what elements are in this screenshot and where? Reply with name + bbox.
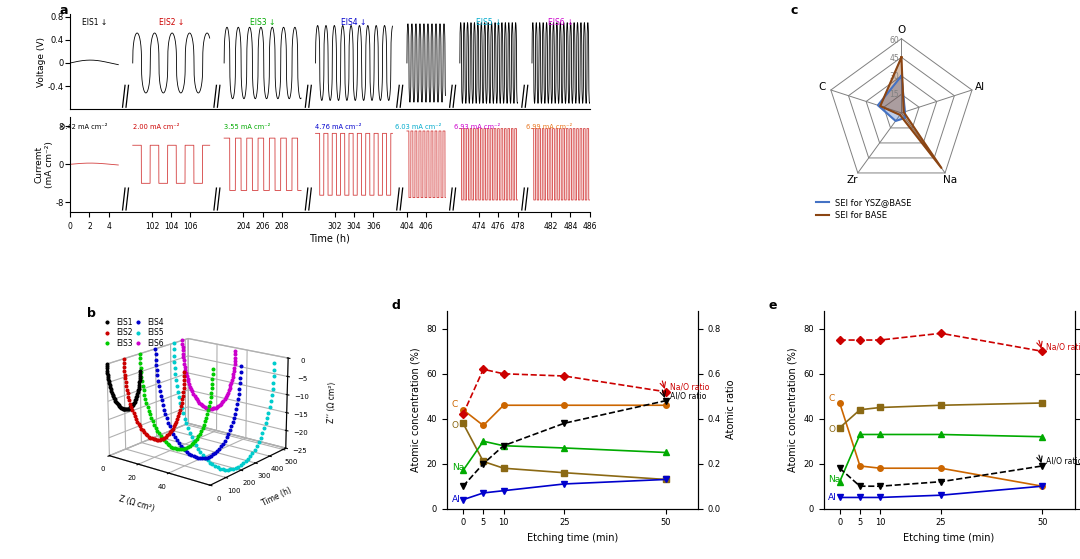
Text: EIS3 ↓: EIS3 ↓: [249, 18, 275, 27]
Text: EIS5 ↓: EIS5 ↓: [476, 18, 501, 27]
Text: EIS1 ↓: EIS1 ↓: [82, 18, 107, 27]
Polygon shape: [866, 76, 936, 143]
Text: O: O: [897, 25, 905, 35]
Text: 6.93 mA cm⁻²: 6.93 mA cm⁻²: [454, 124, 500, 130]
Text: Al/O ratio: Al/O ratio: [670, 391, 706, 400]
Text: 15: 15: [889, 90, 899, 100]
Text: O: O: [828, 425, 835, 434]
Text: 3.55 mA cm⁻²: 3.55 mA cm⁻²: [224, 124, 270, 130]
Text: EIS4 ↓: EIS4 ↓: [341, 18, 367, 27]
Text: Na: Na: [943, 175, 957, 185]
Text: 30: 30: [889, 72, 899, 81]
Y-axis label: Time (h): Time (h): [260, 486, 293, 508]
Text: c: c: [791, 4, 797, 17]
Text: Na: Na: [451, 463, 464, 472]
Legend: SEI for YSZ@BASE, SEI for BASE: SEI for YSZ@BASE, SEI for BASE: [813, 195, 915, 224]
Polygon shape: [878, 76, 905, 121]
Text: Zr: Zr: [847, 175, 859, 185]
Text: 6.99 mA cm⁻²: 6.99 mA cm⁻²: [526, 124, 572, 130]
Text: e: e: [768, 299, 777, 312]
Text: O: O: [451, 421, 459, 430]
Text: 0.42 mA cm⁻²: 0.42 mA cm⁻²: [62, 124, 108, 130]
Text: Al/O ratio: Al/O ratio: [1047, 457, 1080, 466]
Text: a: a: [59, 4, 68, 17]
Polygon shape: [831, 39, 972, 173]
Y-axis label: Voltage (V): Voltage (V): [38, 36, 46, 87]
Y-axis label: Curremt
(mA cm⁻²): Curremt (mA cm⁻²): [35, 141, 54, 188]
Y-axis label: Atomic ratio: Atomic ratio: [727, 380, 737, 439]
Text: 2.00 mA cm⁻²: 2.00 mA cm⁻²: [133, 124, 179, 130]
Text: Al: Al: [975, 82, 986, 92]
Text: C: C: [828, 394, 835, 402]
Text: Al: Al: [828, 492, 837, 501]
X-axis label: Etching time (min): Etching time (min): [904, 533, 995, 543]
Y-axis label: Atomic concentration (%): Atomic concentration (%): [411, 348, 421, 472]
Text: Na/O ratio: Na/O ratio: [670, 382, 708, 391]
Legend: EIS1, EIS2, EIS3, EIS4, EIS5, EIS6: EIS1, EIS2, EIS3, EIS4, EIS5, EIS6: [100, 315, 166, 351]
Text: 60: 60: [889, 36, 899, 45]
X-axis label: Z (Ω cm²): Z (Ω cm²): [118, 494, 156, 513]
Text: 45: 45: [889, 54, 899, 63]
Polygon shape: [880, 57, 942, 168]
Polygon shape: [883, 94, 919, 128]
Text: Al: Al: [451, 495, 460, 504]
Text: Na/O ratio: Na/O ratio: [1047, 342, 1080, 351]
Text: Na: Na: [828, 475, 840, 484]
Text: EIS6 ↓: EIS6 ↓: [549, 18, 573, 27]
X-axis label: Etching time (min): Etching time (min): [527, 533, 618, 543]
Text: C: C: [451, 400, 458, 410]
Polygon shape: [849, 57, 955, 158]
Text: C: C: [819, 82, 826, 92]
Y-axis label: Atomic concentration (%): Atomic concentration (%): [787, 348, 798, 472]
Text: EIS2 ↓: EIS2 ↓: [159, 18, 184, 27]
Text: b: b: [86, 307, 96, 320]
Text: 6.03 mA cm⁻²: 6.03 mA cm⁻²: [395, 124, 442, 130]
Text: 4.76 mA cm⁻²: 4.76 mA cm⁻²: [315, 124, 362, 130]
X-axis label: Time (h): Time (h): [310, 233, 350, 243]
Text: d: d: [392, 299, 401, 312]
